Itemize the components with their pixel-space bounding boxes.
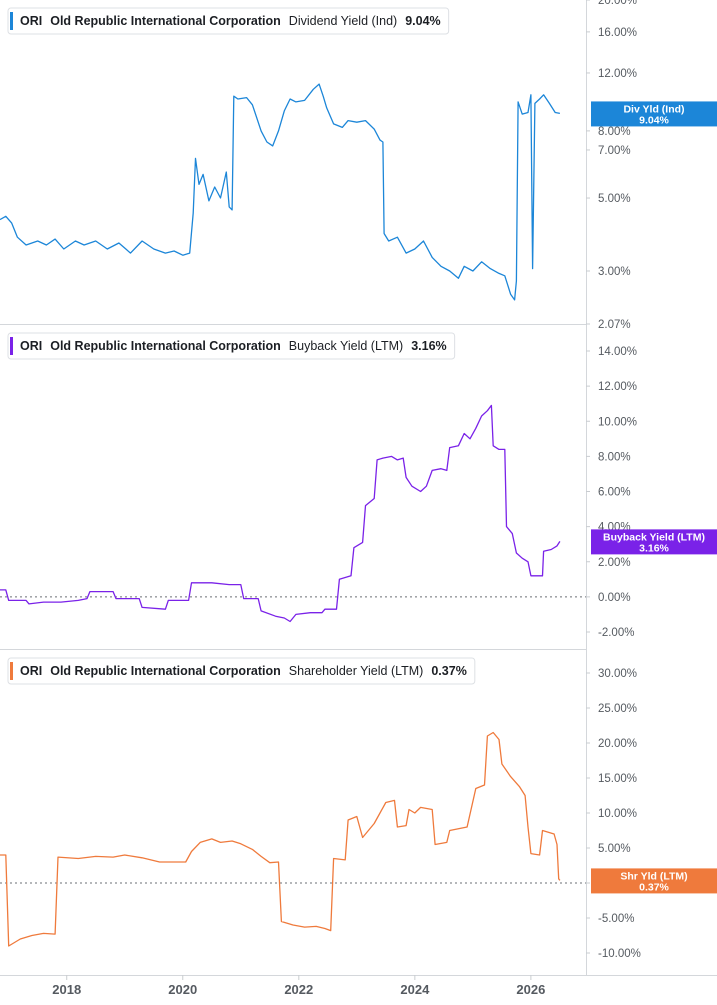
y-tick-label: 10.00% <box>598 416 637 428</box>
tag-label: Div Yld (Ind) <box>623 103 684 115</box>
legend-company: Old Republic International Corporation <box>50 664 281 678</box>
series-line-buyback-yield <box>0 404 561 623</box>
y-tick-label: 15.00% <box>598 773 637 785</box>
y-tick-label: 8.00% <box>598 451 631 463</box>
legend-color-marker <box>10 337 13 355</box>
y-tick-label: 6.00% <box>598 487 631 499</box>
legend-ticker: ORI <box>20 664 42 678</box>
last-value-tag: Div Yld (Ind)9.04% <box>591 101 717 127</box>
legend-ticker: ORI <box>20 339 42 353</box>
y-tick-label: 12.00% <box>598 68 637 80</box>
legend-metric: Buyback Yield (LTM) <box>289 339 403 353</box>
y-tick-label: -5.00% <box>598 913 634 925</box>
y-tick-label: 2.07% <box>598 319 631 331</box>
x-tick-label: 2020 <box>168 982 197 997</box>
y-tick-label: 0.00% <box>598 592 631 604</box>
y-tick-label: 7.00% <box>598 145 631 157</box>
legend-box <box>7 7 450 35</box>
legend[interactable]: ORI Old Republic International Corporatio… <box>7 332 456 360</box>
legend[interactable]: ORI Old Republic International Corporatio… <box>7 657 476 685</box>
y-axis-buyback-yield: -2.00%0.00%2.00%4.00%6.00%8.00%10.00%12.… <box>586 346 637 639</box>
tag-background <box>591 868 717 894</box>
legend-company: Old Republic International Corporation <box>50 339 281 353</box>
y-tick-label: 12.00% <box>598 381 637 393</box>
series-line-dividend-yield <box>0 83 561 301</box>
y-axis-shareholder-yield: -10.00%-5.00%0.00%5.00%10.00%15.00%20.00… <box>586 668 641 960</box>
y-tick-label: 16.00% <box>598 27 637 39</box>
panel-buyback-yield: -2.00%0.00%2.00%4.00%6.00%8.00%10.00%12.… <box>0 332 717 639</box>
legend-box <box>7 332 456 360</box>
legend-box <box>7 657 476 685</box>
y-tick-label: 2.00% <box>598 557 631 569</box>
y-tick-label: 5.00% <box>598 193 631 205</box>
tag-value: 9.04% <box>639 114 669 126</box>
legend-value: 3.16% <box>411 339 446 353</box>
legend-value: 0.37% <box>431 664 466 678</box>
last-value-tag: Buyback Yield (LTM)3.16% <box>591 529 717 555</box>
y-tick-label: 10.00% <box>598 808 637 820</box>
legend-color-marker <box>10 662 13 680</box>
y-tick-label: 14.00% <box>598 346 637 358</box>
y-tick-label: 8.00% <box>598 126 631 138</box>
x-tick-label: 2018 <box>52 982 81 997</box>
x-axis: 2018 2020 2022 2024 2026 <box>52 975 545 997</box>
legend-text: ORI Old Republic International Corporatio… <box>20 664 467 678</box>
last-value-tag: Shr Yld (LTM)0.37% <box>591 868 717 894</box>
x-tick-label: 2022 <box>284 982 313 997</box>
legend-value: 9.04% <box>405 14 440 28</box>
tag-label: Shr Yld (LTM) <box>620 870 687 882</box>
legend-color-marker <box>10 12 13 30</box>
tag-value: 0.37% <box>639 881 669 893</box>
x-tick-label: 2026 <box>516 982 545 997</box>
legend[interactable]: ORI Old Republic International Corporatio… <box>7 7 450 35</box>
y-tick-label: 30.00% <box>598 668 637 680</box>
series-line-shareholder-yield <box>0 731 561 947</box>
legend-text: ORI Old Republic International Corporatio… <box>20 339 447 353</box>
tag-label: Buyback Yield (LTM) <box>603 531 705 543</box>
legend-text: ORI Old Republic International Corporatio… <box>20 14 441 28</box>
legend-metric: Shareholder Yield (LTM) <box>289 664 424 678</box>
y-tick-label: 20.00% <box>598 738 637 750</box>
panel-shareholder-yield: -10.00%-5.00%0.00%5.00%10.00%15.00%20.00… <box>0 657 717 960</box>
y-axis-dividend-yield: 2.07% 3.00% 5.00% 7.00% 8.00% 12.00% 16.00% 20.… <box>586 0 637 331</box>
tag-background <box>591 529 717 555</box>
y-tick-label: 25.00% <box>598 703 637 715</box>
x-tick-label: 2024 <box>400 982 430 997</box>
legend-metric: Dividend Yield (Ind) <box>289 14 397 28</box>
legend-company: Old Republic International Corporation <box>50 14 281 28</box>
tag-background <box>591 101 717 127</box>
tag-value: 3.16% <box>639 542 669 554</box>
y-tick-label: -2.00% <box>598 627 634 639</box>
y-tick-label: 20.00% <box>598 0 637 7</box>
y-tick-label: -10.00% <box>598 948 641 960</box>
y-tick-label: 3.00% <box>598 266 631 278</box>
y-tick-label: 5.00% <box>598 843 631 855</box>
panel-dividend-yield: 2.07% 3.00% 5.00% 7.00% 8.00% 12.00% 16.00% 20.… <box>0 0 717 331</box>
legend-ticker: ORI <box>20 14 42 28</box>
